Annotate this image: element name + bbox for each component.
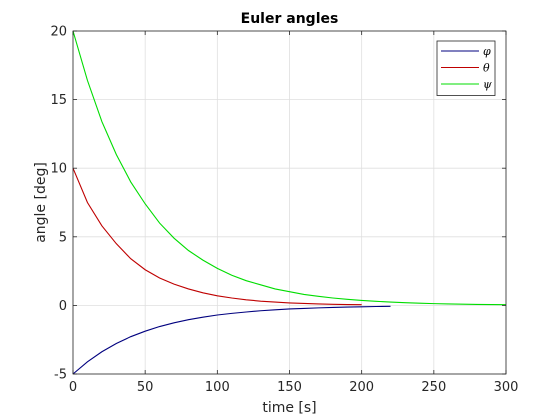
chart-title: Euler angles [241,11,339,27]
series-line-2 [72,167,362,306]
y-tick-label: 5 [59,230,67,245]
y-axis-title: angle [deg] [33,162,49,243]
x-tick-label: 200 [349,380,374,395]
y-tick-label: 20 [50,25,67,40]
y-tick-label: 0 [59,299,67,314]
x-tick-label: 50 [137,380,154,395]
x-tick-label: 300 [494,380,519,395]
x-axis-title: time [s] [262,400,316,416]
x-tick-label: 150 [277,380,302,395]
x-tick-label: 100 [205,380,230,395]
y-tick-label: -5 [54,368,67,383]
series-layer [72,30,507,375]
y-tick-label: 10 [50,162,67,177]
legend-box [436,40,496,96]
legend: φθψ [436,40,496,96]
legend-label-2: θ [483,62,490,75]
series-line-1 [72,305,391,375]
legend-label-1: φ [483,45,491,58]
y-tick-label: 15 [50,93,67,108]
x-tick-label: 0 [69,380,77,395]
series-line-3 [72,30,507,306]
x-tick-label: 250 [421,380,446,395]
legend-label-3: ψ [483,78,492,91]
